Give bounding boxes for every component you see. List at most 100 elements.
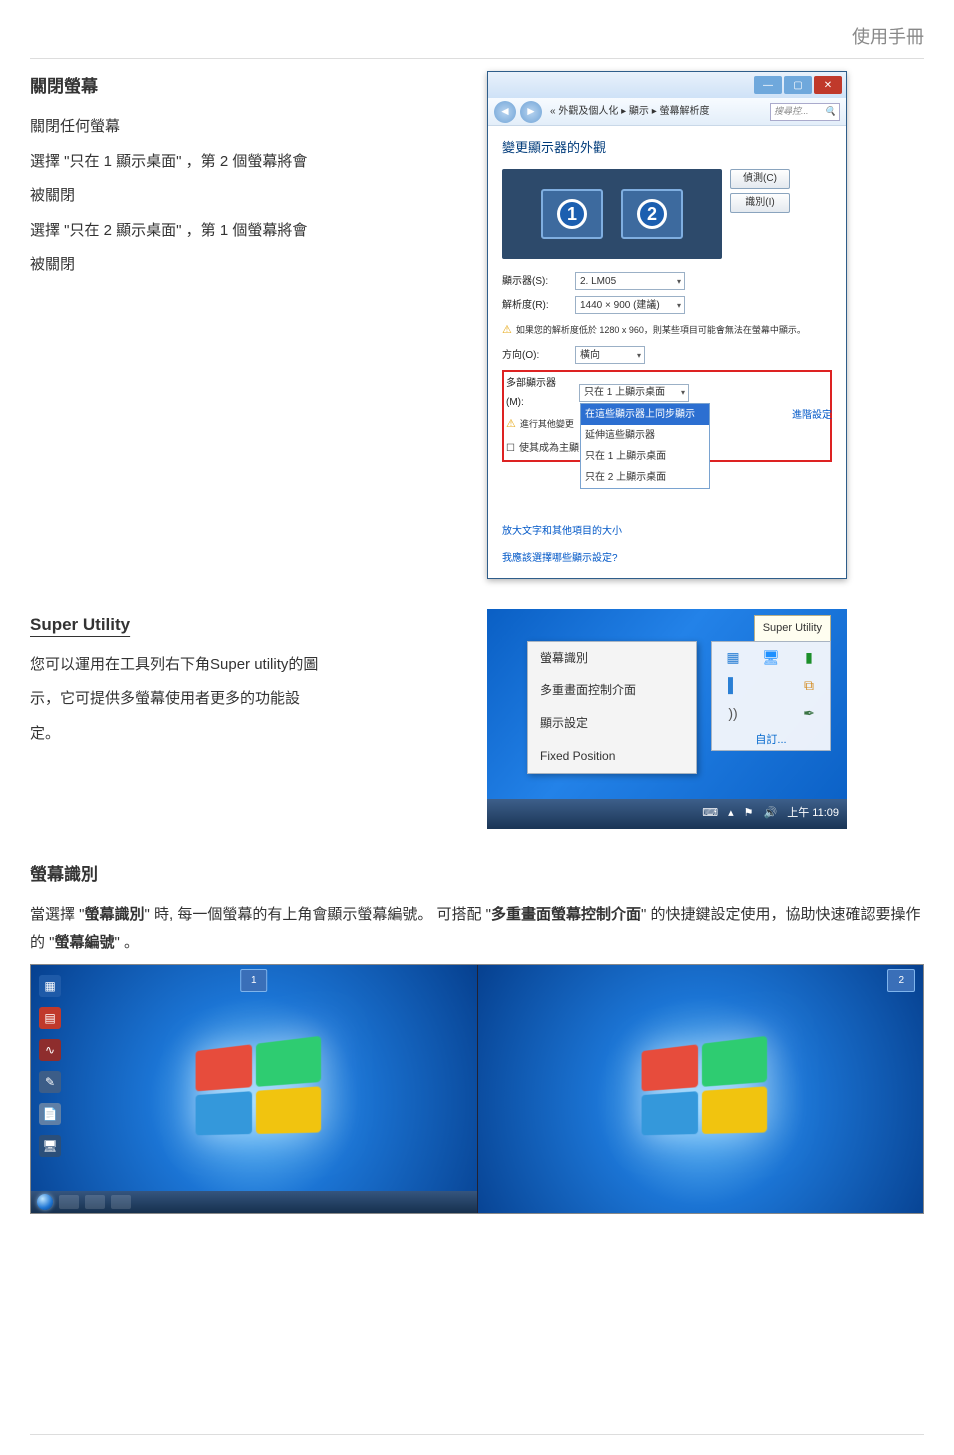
close-button[interactable]: ✕ (814, 76, 842, 94)
desktop-icons: ▦ ▤ ∿ ✎ 📄 🖥 (39, 975, 61, 1157)
dual-desktop-screenshot: 1 ▦ ▤ ∿ ✎ 📄 🖥 2 (30, 964, 924, 1214)
nav-back-icon[interactable]: ◄ (494, 101, 516, 123)
tray-icon[interactable]: ✒ (799, 704, 819, 724)
menu-display-settings[interactable]: 顯示設定 (528, 707, 696, 740)
orientation-label: 方向(O): (502, 346, 567, 365)
search-input[interactable]: 搜尋控... 🔍 (770, 103, 840, 121)
tray-icon[interactable] (761, 676, 781, 696)
screen-identify-title: 螢幕識別 (30, 859, 924, 891)
monitor-2-number: 2 (637, 199, 667, 229)
nav-bar: ◄ ► « 外觀及個人化 ▸ 顯示 ▸ 螢幕解析度 搜尋控... 🔍 (488, 98, 846, 126)
tray-context-menu: 螢幕識別 多重畫面控制介面 顯示設定 Fixed Position (527, 641, 697, 774)
desktop-icon[interactable]: ▦ (39, 975, 61, 997)
multi-display-dropdown[interactable]: 只在 1 上顯示桌面 在這些顯示器上同步顯示 延伸這些顯示器 只在 1 上顯示桌… (579, 384, 689, 402)
taskbar-item[interactable] (59, 1195, 79, 1209)
maximize-button[interactable]: ▢ (784, 76, 812, 94)
display-label: 顯示器(S): (502, 272, 567, 291)
other-changes-warning: 進行其他變更 (520, 416, 574, 433)
tray-icon[interactable] (761, 704, 781, 724)
screen-badge-2: 2 (887, 969, 915, 992)
dd-option-only1[interactable]: 只在 1 上顯示桌面 (581, 446, 709, 467)
multi-display-options: 在這些顯示器上同步顯示 延伸這些顯示器 只在 1 上顯示桌面 只在 2 上顯示桌… (580, 403, 710, 489)
tray-icon[interactable]: )) (723, 704, 743, 724)
monitor-preview: 1 2 (502, 169, 722, 259)
breadcrumb[interactable]: « 外觀及個人化 ▸ 顯示 ▸ 螢幕解析度 (546, 102, 766, 121)
close-line3a: 選擇 "只在 2 顯示桌面" ，第 1 個螢幕將會 (30, 217, 467, 246)
super-utility-body3: 定。 (30, 720, 467, 749)
search-icon: 🔍 (825, 103, 836, 120)
desktop-icon[interactable]: ✎ (39, 1071, 61, 1093)
menu-screen-identify[interactable]: 螢幕識別 (528, 642, 696, 675)
menu-fixed-position[interactable]: Fixed Position (528, 740, 696, 773)
highlight-box: 多部顯示器(M): 只在 1 上顯示桌面 在這些顯示器上同步顯示 延伸這些顯示器… (502, 370, 832, 462)
taskbar-tray-arrow-icon[interactable]: ▴ (728, 803, 734, 824)
close-line2b: 被關閉 (30, 182, 467, 211)
screen-identify-para: 當選擇 "螢幕識別" 時, 每一個螢幕的有上角會顯示螢幕編號。 可搭配 "多重畫… (30, 901, 924, 958)
super-utility-title: Super Utility (30, 609, 467, 641)
tray-icon[interactable]: ▮ (799, 648, 819, 668)
taskbar-item[interactable] (111, 1195, 131, 1209)
close-line1: 關閉任何螢幕 (30, 113, 467, 142)
display-settings-window: — ▢ ✕ ◄ ► « 外觀及個人化 ▸ 顯示 ▸ 螢幕解析度 搜尋控... 🔍… (487, 71, 847, 578)
tray-icon[interactable]: ▌ (723, 676, 743, 696)
main-display-checkbox[interactable]: ☐ (506, 439, 515, 458)
screen-badge-1: 1 (240, 969, 268, 992)
dd-option-only2[interactable]: 只在 2 上顯示桌面 (581, 467, 709, 488)
orientation-dropdown[interactable]: 橫向 (575, 346, 645, 364)
multi-display-label: 多部顯示器(M): (506, 374, 571, 412)
tray-icon[interactable]: ⧉ (799, 676, 819, 696)
taskbar-clock[interactable]: 上午 11:09 (787, 803, 839, 824)
search-placeholder: 搜尋控... (774, 103, 809, 120)
monitor-1-number: 1 (557, 199, 587, 229)
dd-option-extend[interactable]: 延伸這些顯示器 (581, 425, 709, 446)
desktop-1: 1 ▦ ▤ ∿ ✎ 📄 🖥 (31, 965, 477, 1213)
dialog-section-title: 變更顯示器的外觀 (502, 136, 832, 161)
taskbar-flag-icon[interactable]: ⚑ (744, 803, 754, 824)
minimize-button[interactable]: — (754, 76, 782, 94)
taskbar-keyboard-icon[interactable]: ⌨ (702, 803, 718, 824)
tray-screenshot: Super Utility 螢幕識別 多重畫面控制介面 顯示設定 Fixed P… (487, 609, 847, 829)
advanced-settings-link[interactable]: 進階設定 (792, 406, 832, 425)
warning-icon: ⚠ (502, 320, 512, 341)
taskbar-volume-icon[interactable]: 🔊 (764, 803, 778, 824)
windows-logo (635, 1044, 765, 1134)
desktop-icon[interactable]: ▤ (39, 1007, 61, 1029)
desktop-icon[interactable]: 📄 (39, 1103, 61, 1125)
footer-rule (30, 1434, 924, 1435)
close-screens-title: 關閉螢幕 (30, 71, 467, 103)
nav-forward-icon[interactable]: ► (520, 101, 542, 123)
taskbar-item[interactable] (85, 1195, 105, 1209)
desktop-taskbar (31, 1191, 477, 1213)
tray-icon[interactable]: ▦ (723, 648, 743, 668)
warning-icon: ⚠ (506, 414, 516, 435)
tray-overflow-popup: ▦ 🖥 ▮ ▌ ⧉ )) ✒ 自訂... (711, 641, 831, 751)
close-line3b: 被關閉 (30, 251, 467, 280)
super-utility-body1: 您可以運用在工具列右下角Super utility的圖 (30, 651, 467, 680)
multi-display-value: 只在 1 上顯示桌面 (584, 383, 665, 402)
tray-icon[interactable]: 🖥 (761, 648, 781, 668)
close-line2a: 選擇 "只在 1 顯示桌面" ，第 2 個螢幕將會 (30, 148, 467, 177)
detect-button[interactable]: 偵測(C) (730, 169, 790, 189)
menu-multi-control[interactable]: 多重畫面控制介面 (528, 674, 696, 707)
dd-option-duplicate[interactable]: 在這些顯示器上同步顯示 (581, 404, 709, 425)
windows-logo (189, 1044, 319, 1134)
desktop-2: 2 (477, 965, 924, 1213)
main-display-label: 使其成為主顯 (519, 439, 579, 458)
monitor-1[interactable]: 1 (541, 189, 603, 239)
taskbar: ⌨ ▴ ⚑ 🔊 上午 11:09 (487, 799, 847, 829)
tray-customize-link[interactable]: 自訂... (718, 730, 824, 751)
tray-tooltip: Super Utility (754, 615, 831, 642)
which-settings-link[interactable]: 我應該選擇哪些顯示設定? (502, 549, 832, 568)
resolution-dropdown[interactable]: 1440 × 900 (建議) (575, 296, 685, 314)
desktop-icon[interactable]: 🖥 (39, 1135, 61, 1157)
titlebar: — ▢ ✕ (488, 72, 846, 98)
manual-header: 使用手冊 (30, 20, 924, 59)
super-utility-body2: 示，它可提供多螢幕使用者更多的功能設 (30, 685, 467, 714)
monitor-2[interactable]: 2 (621, 189, 683, 239)
start-orb-icon[interactable] (37, 1194, 53, 1210)
resolution-warning: ⚠ 如果您的解析度低於 1280 x 960，則某些項目可能會無法在螢幕中顯示。 (502, 320, 832, 341)
text-size-link[interactable]: 放大文字和其他項目的大小 (502, 522, 832, 541)
display-dropdown[interactable]: 2. LM05 (575, 272, 685, 290)
identify-button[interactable]: 識別(I) (730, 193, 790, 213)
desktop-icon[interactable]: ∿ (39, 1039, 61, 1061)
